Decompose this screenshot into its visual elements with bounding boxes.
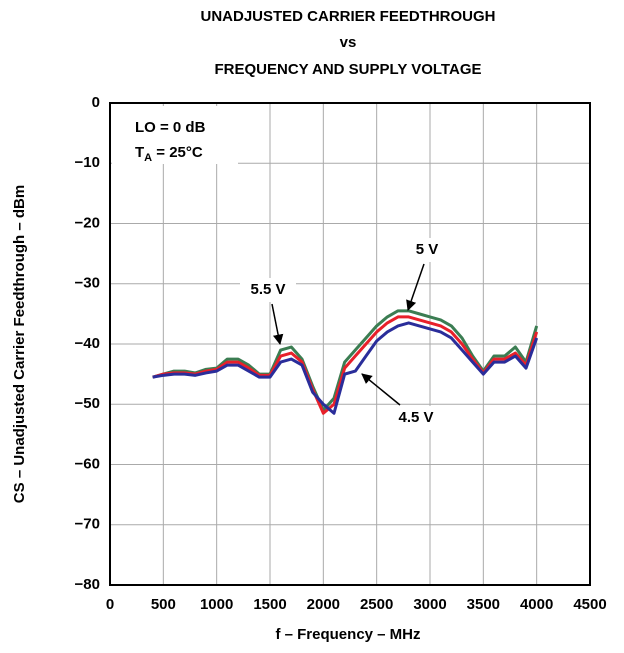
series-label: 5 V bbox=[416, 241, 439, 258]
annotation-box bbox=[112, 106, 238, 164]
x-axis-label: f – Frequency – MHz bbox=[275, 626, 420, 643]
x-tick-label: 1500 bbox=[253, 596, 286, 613]
x-tick-label: 0 bbox=[106, 596, 114, 613]
series-line bbox=[152, 315, 539, 415]
y-tick-label: −80 bbox=[75, 576, 100, 593]
series-line bbox=[152, 321, 539, 415]
y-tick-label: −10 bbox=[75, 154, 100, 171]
annotation: TA = 25°C bbox=[135, 144, 203, 164]
series-line bbox=[152, 309, 539, 412]
x-tick-label: 2000 bbox=[307, 596, 340, 613]
y-tick-label: −40 bbox=[75, 335, 100, 352]
label-box bbox=[240, 278, 296, 302]
series-label: 4.5 V bbox=[398, 409, 433, 426]
grid bbox=[109, 102, 591, 586]
y-tick-label: −70 bbox=[75, 516, 100, 533]
y-tick-label: −60 bbox=[75, 455, 100, 472]
x-tick-label: 3500 bbox=[467, 596, 500, 613]
arrow bbox=[361, 373, 401, 406]
x-tick-label: 4000 bbox=[520, 596, 553, 613]
y-tick-label: 0 bbox=[92, 94, 100, 111]
x-tick-label: 4500 bbox=[573, 596, 606, 613]
annotation: LO = 0 dB bbox=[135, 119, 206, 136]
series-label: 5.5 V bbox=[250, 281, 285, 298]
label-box bbox=[408, 238, 446, 262]
x-tick-label: 500 bbox=[151, 596, 176, 613]
arrow bbox=[271, 303, 284, 346]
chart-title: vs bbox=[340, 34, 357, 51]
chart-title: FREQUENCY AND SUPPLY VOLTAGE bbox=[215, 61, 482, 78]
plot-frame bbox=[109, 102, 591, 586]
y-axis-label: CS – Unadjusted Carrier Feedthrough – dB… bbox=[11, 185, 28, 503]
arrow bbox=[406, 263, 425, 311]
y-tick-label: −30 bbox=[75, 275, 100, 292]
label-box bbox=[390, 406, 442, 430]
x-tick-label: 2500 bbox=[360, 596, 393, 613]
lines bbox=[152, 309, 539, 415]
x-tick-label: 1000 bbox=[200, 596, 233, 613]
x-tick-label: 3000 bbox=[413, 596, 446, 613]
chart-title: UNADJUSTED CARRIER FEEDTHROUGH bbox=[200, 8, 495, 25]
y-tick-label: −50 bbox=[75, 395, 100, 412]
y-tick-label: −20 bbox=[75, 214, 100, 231]
